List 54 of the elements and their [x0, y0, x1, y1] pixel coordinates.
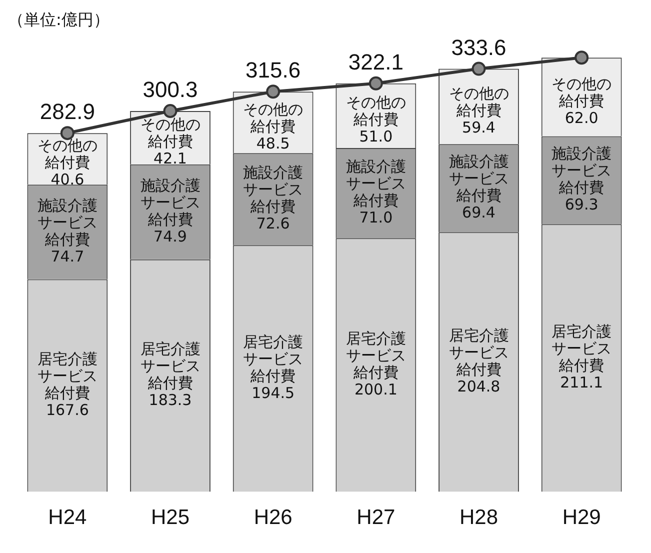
point: [60, 126, 74, 140]
text: その他の給付費: [346, 94, 406, 129]
text: 施設介護サービス給付費: [37, 196, 98, 248]
data-label: 194.5: [252, 384, 295, 402]
x-tick-label: H25: [150, 506, 190, 530]
text: その他の給付費: [140, 116, 200, 151]
data-label: 71.0: [359, 208, 393, 226]
series-label: 居宅介護サービス給付費: [552, 322, 612, 374]
text: その他の給付費: [243, 100, 304, 136]
text: 居宅介護サービス給付費: [37, 350, 98, 402]
data-label: 282.9: [40, 99, 95, 124]
text: 居宅介護サービス給付費: [448, 326, 509, 378]
data-label: 183.3: [148, 390, 192, 409]
text: 居宅介護サービス給付費: [346, 329, 406, 382]
data-label: 300.3: [142, 77, 198, 102]
point: [368, 76, 383, 90]
data-label: 72.6: [256, 214, 290, 233]
text: 施設介護サービス給付費: [243, 164, 304, 216]
data-label: 69.4: [462, 204, 496, 222]
x-tick-label: H24: [48, 506, 87, 530]
text: 施設介護サービス給付費: [140, 176, 200, 228]
point: [266, 84, 280, 99]
text: 施設介護サービス給付費: [346, 157, 406, 210]
data-label: 200.1: [354, 380, 398, 398]
data-label: 167.6: [46, 400, 89, 419]
x-tick-label: H29: [562, 506, 601, 530]
data-label: 74.9: [154, 227, 187, 246]
series-label: その他の給付費: [37, 136, 98, 172]
text: その他の給付費: [448, 84, 509, 120]
data-label: 69.3: [564, 196, 598, 214]
data-label: 211.1: [560, 373, 604, 392]
data-label: 322.1: [348, 49, 404, 74]
point: [472, 62, 486, 76]
data-label: 42.1: [154, 150, 187, 168]
data-label: 315.6: [246, 58, 301, 83]
point: [574, 50, 589, 65]
data-label: 51.0: [359, 128, 393, 146]
data-label: 48.5: [256, 134, 290, 152]
data-label: 333.6: [451, 34, 506, 60]
text: 施設介護サービス給付費: [448, 152, 509, 205]
data-label: 40.6: [50, 170, 84, 189]
x-tick-label: H26: [254, 506, 292, 530]
data-label: 74.7: [50, 247, 84, 266]
data-label: 62.0: [564, 108, 598, 127]
x-tick-label: H28: [459, 506, 498, 530]
point: [163, 104, 178, 118]
text: その他の給付費: [552, 74, 612, 110]
series-label: 施設介護サービス給付費: [552, 144, 612, 197]
text: 居宅介護サービス給付費: [140, 340, 200, 392]
data-label: 204.8: [457, 377, 500, 396]
annotation: （単位:億円）: [8, 10, 110, 31]
x-tick-label: H27: [356, 506, 396, 530]
data-label: 59.4: [462, 118, 496, 136]
text: 居宅介護サービス給付費: [243, 332, 304, 385]
